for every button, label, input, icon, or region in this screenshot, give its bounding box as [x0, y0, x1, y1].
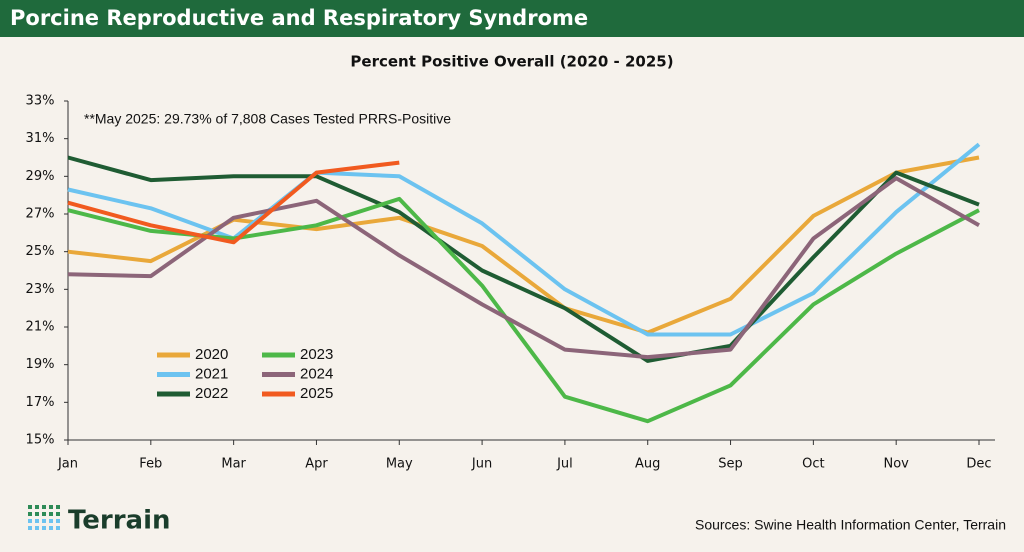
legend-label: 2020	[195, 346, 228, 363]
x-tick-label: Jun	[471, 457, 492, 472]
y-tick-label: 15%	[26, 433, 55, 448]
x-tick-label: Oct	[802, 457, 824, 472]
series-line	[67, 155, 980, 363]
logo-icon	[28, 505, 60, 530]
x-tick-label: Jan	[57, 457, 78, 472]
x-tick-label: Dec	[966, 457, 991, 472]
source: Sources: Swine Health Information Center…	[695, 517, 1006, 533]
legend-label: 2024	[300, 365, 333, 382]
y-tick-label: 25%	[26, 244, 55, 259]
x-tick-label: Aug	[635, 457, 660, 472]
y-tick-label: 17%	[26, 395, 55, 410]
y-tick-label: 23%	[26, 282, 55, 297]
x-tick-label: Jul	[556, 457, 573, 472]
x-tick-label: Apr	[305, 457, 328, 472]
header-bar	[0, 0, 1024, 37]
x-tick-label: Feb	[139, 457, 162, 472]
series-line	[67, 176, 980, 360]
series-line	[67, 142, 981, 337]
annotation: **May 2025: 29.73% of 7,808 Cases Tested…	[84, 111, 451, 127]
series-line	[67, 196, 980, 424]
legend-label: 2025	[300, 385, 333, 402]
logo-text: Terrain	[68, 506, 171, 536]
y-tick-label: 33%	[26, 94, 55, 109]
x-tick-label: May	[386, 457, 413, 472]
x-tick-label: Sep	[718, 457, 743, 472]
x-tick-label: Mar	[221, 457, 246, 472]
y-tick-label: 19%	[26, 357, 55, 372]
y-tick-label: 29%	[26, 169, 55, 184]
series-line	[67, 160, 400, 245]
y-tick-label: 27%	[26, 207, 55, 222]
chart-title: Percent Positive Overall (2020 - 2025)	[350, 53, 673, 71]
y-tick-label: 31%	[26, 131, 55, 146]
legend-label: 2023	[300, 346, 333, 363]
legend-label: 2021	[195, 365, 228, 382]
x-tick-label: Nov	[883, 457, 909, 472]
y-tick-label: 21%	[26, 320, 55, 335]
header-title: Porcine Reproductive and Respiratory Syn…	[10, 6, 588, 30]
legend-label: 2022	[195, 385, 228, 402]
